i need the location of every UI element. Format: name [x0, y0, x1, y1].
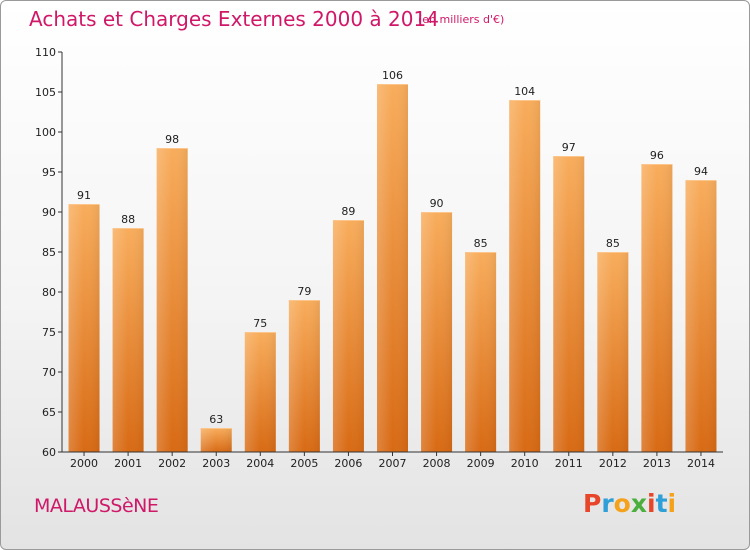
- y-tick-label: 80: [42, 286, 56, 299]
- bar-shine: [465, 252, 497, 452]
- data-label: 79: [297, 285, 311, 298]
- x-tick-label: 2004: [246, 457, 274, 470]
- data-label: 63: [209, 413, 223, 426]
- x-tick-label: 2012: [599, 457, 627, 470]
- logo-letter: r: [601, 489, 614, 518]
- y-tick-label: 110: [35, 46, 56, 59]
- bar-shine: [156, 148, 188, 452]
- bar-shine: [641, 164, 673, 452]
- y-tick-label: 90: [42, 206, 56, 219]
- y-tick-label: 85: [42, 246, 56, 259]
- data-label: 85: [474, 237, 488, 250]
- x-tick-label: 2002: [158, 457, 186, 470]
- y-tick-label: 75: [42, 326, 56, 339]
- commune-name: MALAUSSèNE: [34, 495, 159, 517]
- y-tick-label: 100: [35, 126, 56, 139]
- bar-shine: [597, 252, 629, 452]
- x-tick-label: 2007: [379, 457, 407, 470]
- proxiti-logo[interactable]: Proxiti: [583, 489, 676, 518]
- data-label: 96: [650, 149, 664, 162]
- y-tick-label: 70: [42, 366, 56, 379]
- logo-letter: o: [613, 489, 631, 518]
- chart-title: Achats et Charges Externes 2000 à 2014: [29, 7, 439, 31]
- data-label: 91: [77, 189, 91, 202]
- x-tick-label: 2010: [511, 457, 539, 470]
- axis-layer: 60 65 70 75 80 85 90 95 100 105 110 91 2000 88 2001 98 2…: [35, 46, 723, 470]
- bar-shine: [288, 300, 320, 452]
- logo-letter: t: [655, 489, 668, 518]
- y-tick-label: 65: [42, 406, 56, 419]
- bar-shine: [200, 428, 232, 452]
- x-tick-label: 2006: [334, 457, 362, 470]
- data-label: 90: [430, 197, 444, 210]
- x-tick-label: 2005: [290, 457, 318, 470]
- x-tick-label: 2008: [423, 457, 451, 470]
- x-tick-label: 2001: [114, 457, 142, 470]
- x-tick-label: 2011: [555, 457, 583, 470]
- bar-shine: [421, 212, 453, 452]
- data-label: 106: [382, 69, 403, 82]
- x-tick-label: 2009: [467, 457, 495, 470]
- logo-letter: x: [630, 489, 647, 518]
- y-tick-label: 105: [35, 86, 56, 99]
- data-label: 89: [341, 205, 355, 218]
- logo-letter: i: [667, 489, 677, 518]
- data-label: 98: [165, 133, 179, 146]
- data-label: 75: [253, 317, 267, 330]
- bar-shine: [112, 228, 144, 452]
- y-tick-label: 95: [42, 166, 56, 179]
- logo-letter: i: [647, 489, 656, 518]
- x-tick-label: 2014: [687, 457, 715, 470]
- data-label: 104: [514, 85, 535, 98]
- bar-shine: [685, 180, 717, 452]
- data-label: 88: [121, 213, 135, 226]
- data-label: 94: [694, 165, 708, 178]
- x-tick-label: 2003: [202, 457, 230, 470]
- x-tick-label: 2000: [70, 457, 98, 470]
- bar-shine: [553, 156, 585, 452]
- bar-shine: [68, 204, 100, 452]
- data-label: 97: [562, 141, 576, 154]
- bar-shine: [244, 332, 276, 452]
- bar-shine: [377, 84, 408, 452]
- chart-subtitle: (en milliers d'€): [418, 13, 505, 26]
- bar-shine: [332, 220, 364, 452]
- data-label: 85: [606, 237, 620, 250]
- bars-layer: [68, 84, 717, 452]
- x-tick-label: 2013: [643, 457, 671, 470]
- bar-shine: [509, 100, 541, 452]
- logo-letter: P: [583, 489, 602, 518]
- y-tick-label: 60: [42, 446, 56, 459]
